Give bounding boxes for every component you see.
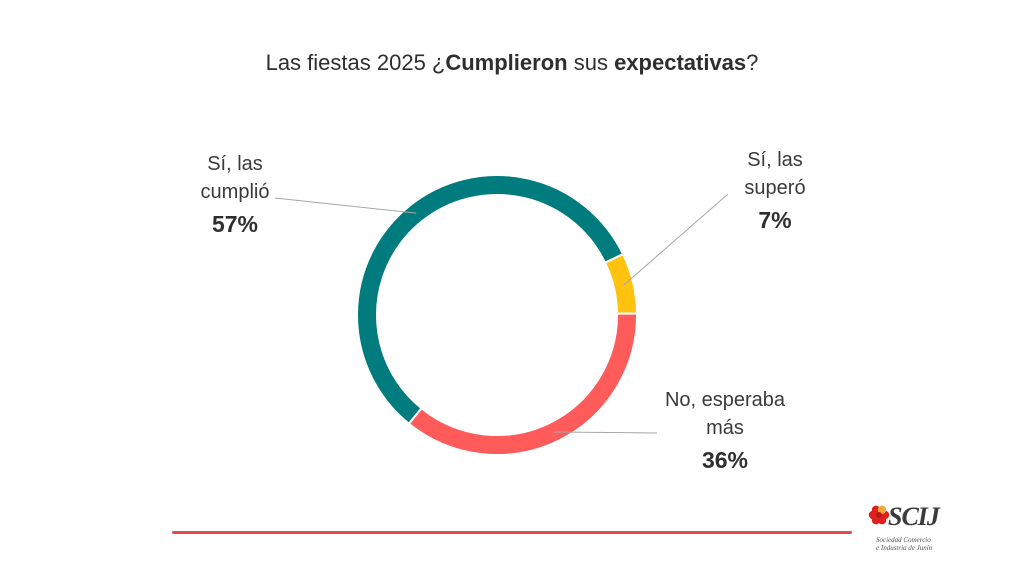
leader-line	[274, 197, 417, 214]
leader-line	[623, 193, 729, 286]
slice-label-line: superó	[744, 177, 806, 199]
chart-title: Las fiestas 2025 ¿Cumplieron sus expecta…	[0, 50, 1024, 76]
donut-slice	[356, 174, 625, 426]
slice-label-line: No, esperaba	[664, 389, 786, 411]
donut-slice	[407, 312, 638, 456]
donut-slice	[603, 252, 639, 315]
title-segment: Las fiestas 2025 ¿	[265, 50, 446, 75]
slice-percent: 36%	[701, 447, 749, 473]
slice-label-line: cumplió	[200, 181, 270, 203]
footer-divider	[172, 531, 852, 534]
slice-percent: 57%	[211, 211, 259, 237]
logo-subtitle: Sociedad Comercio e Industria de Junín	[876, 536, 932, 552]
slice-label-cumplio: Sí, las cumplió 57%	[160, 150, 310, 238]
logo-subtitle-line: e Industria de Junín	[876, 544, 933, 552]
title-segment: Cumplieron	[445, 50, 568, 75]
slice-label-line: más	[706, 417, 744, 439]
slice-label-supero: Sí, las superó 7%	[710, 146, 840, 234]
logo-name: SCIJ	[888, 502, 940, 531]
slice-label-line: Sí, las	[747, 149, 803, 171]
slice-percent: 7%	[758, 207, 792, 233]
title-segment: ?	[746, 50, 759, 75]
logo-subtitle-line: Sociedad Comercio	[876, 536, 931, 544]
title-segment: sus	[567, 50, 615, 75]
title-segment: expectativas	[614, 50, 747, 75]
scij-logo: SCIJ Sociedad Comercio e Industria de Ju…	[864, 496, 974, 570]
slice-label-esperaba: No, esperaba más 36%	[640, 386, 810, 474]
leader-line	[553, 431, 658, 434]
flower-logo-icon	[868, 505, 890, 525]
slice-label-line: Sí, las	[207, 153, 263, 175]
